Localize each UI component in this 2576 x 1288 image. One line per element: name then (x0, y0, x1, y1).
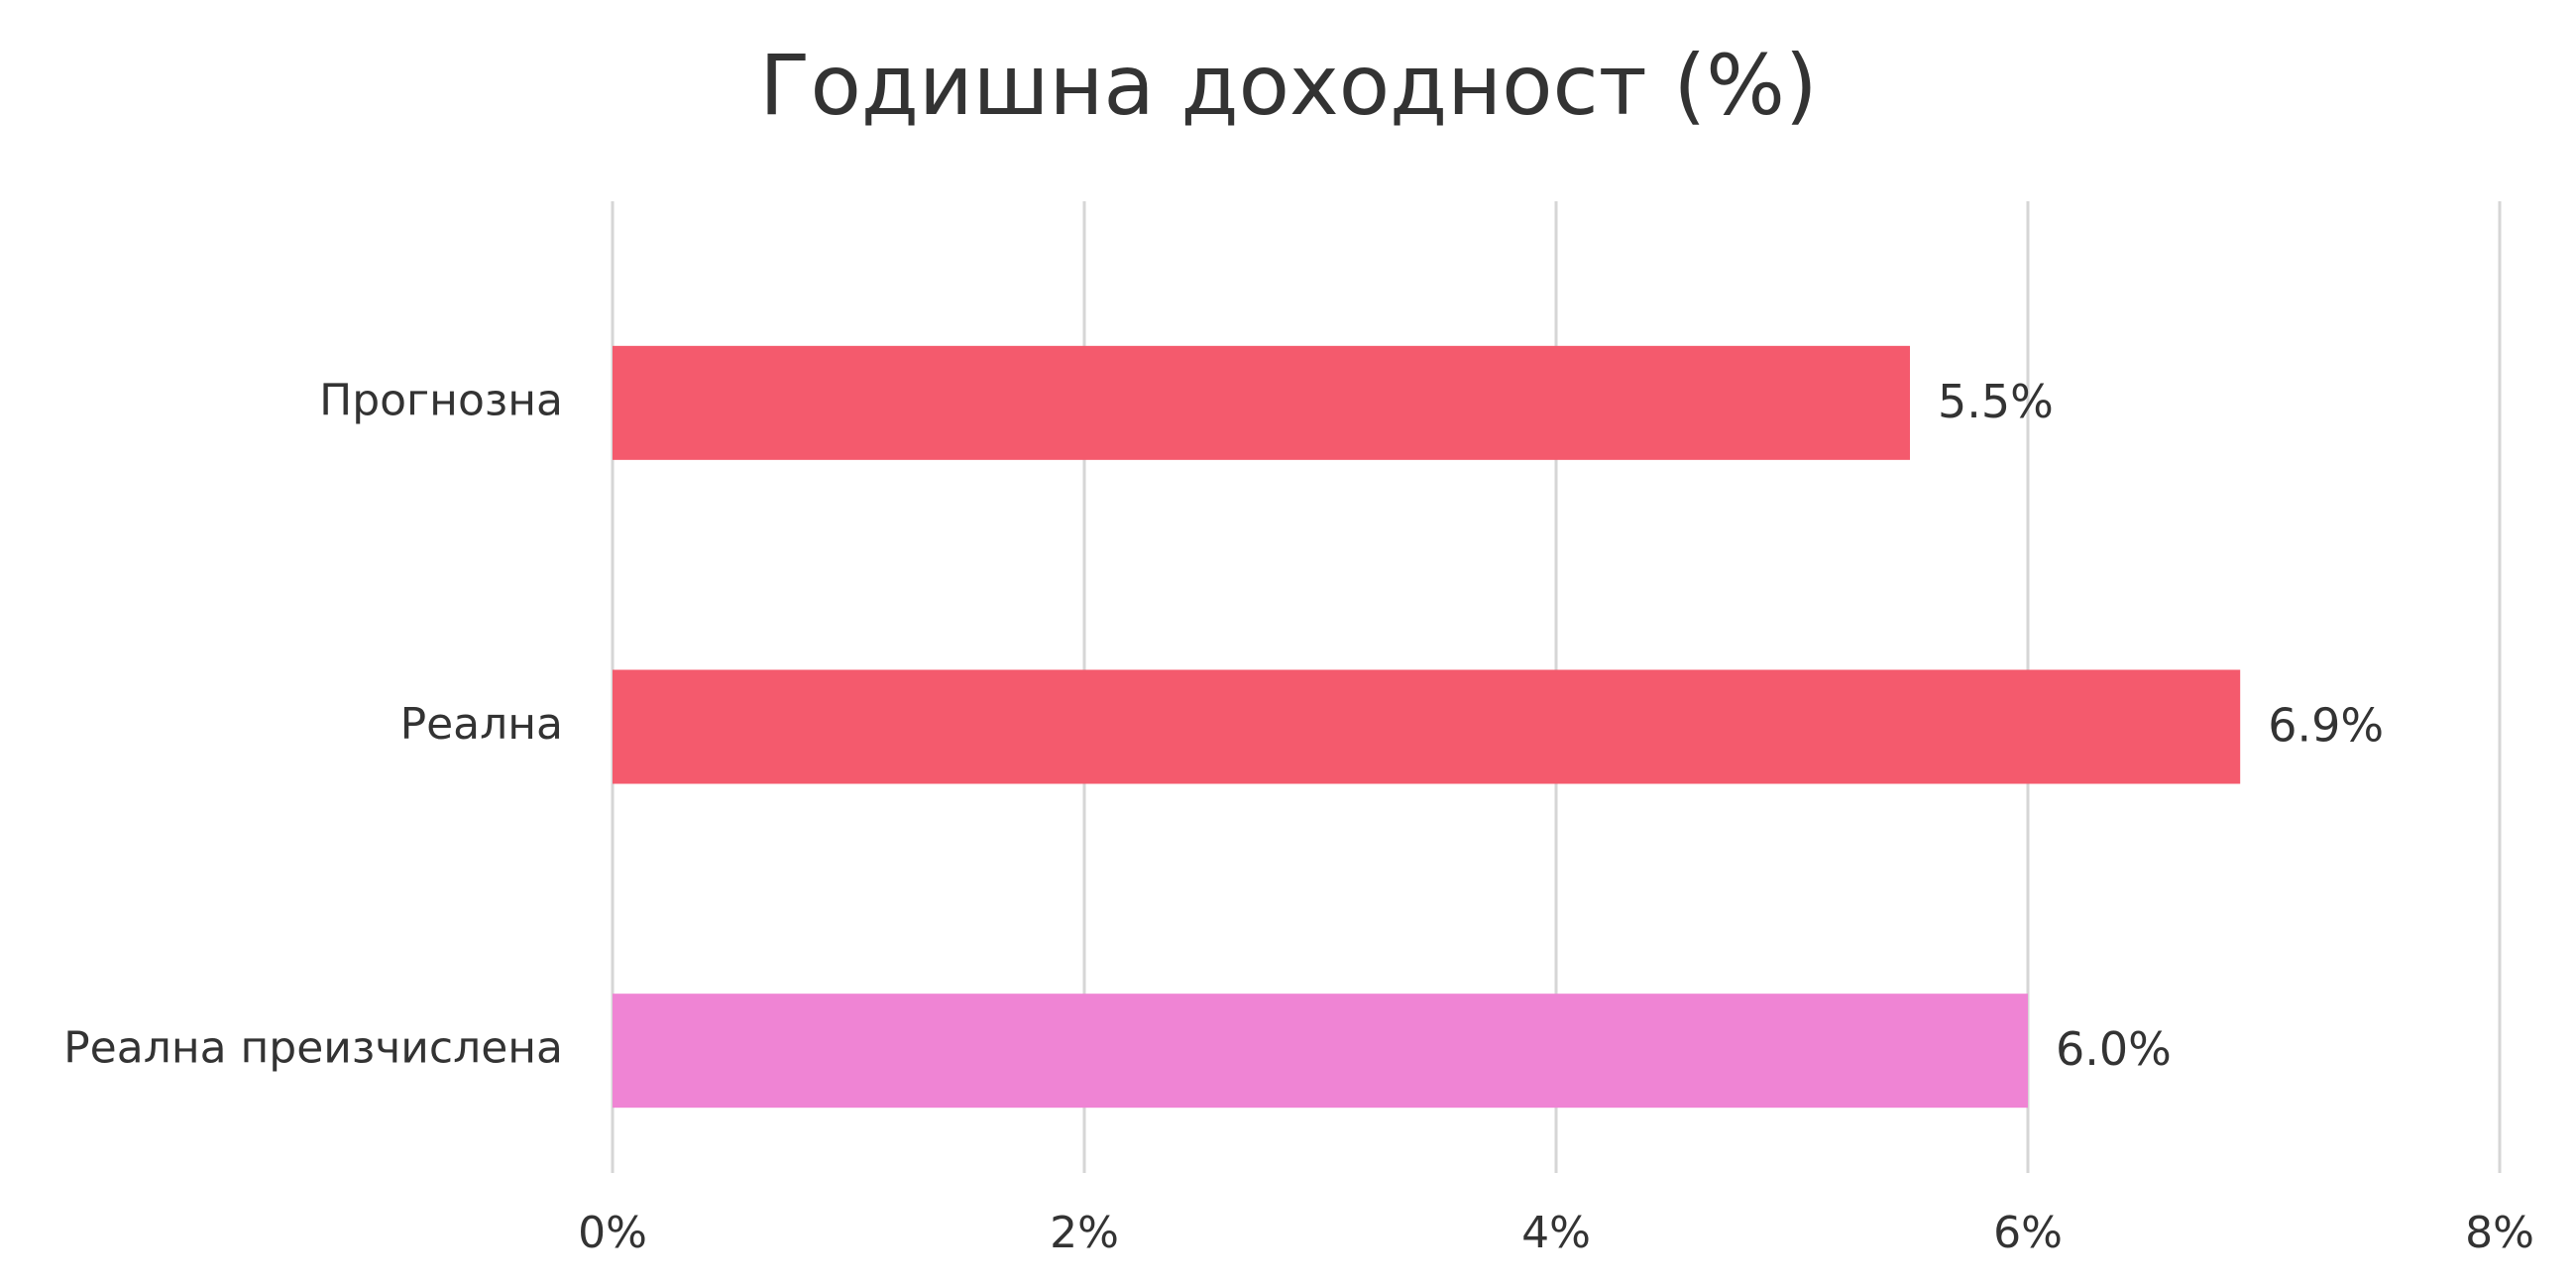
chart-title: Годишна доходност (%) (759, 37, 1817, 134)
x-tick-label: 6% (1993, 1208, 2063, 1258)
bar (613, 994, 2028, 1109)
y-tick-label: Реална (400, 699, 563, 750)
bar (613, 669, 2241, 784)
y-tick-label: Прогнозна (319, 375, 563, 425)
x-tick-label: 0% (578, 1208, 647, 1258)
value-label: 6.9% (2268, 699, 2384, 753)
x-tick-label: 8% (2465, 1208, 2534, 1258)
y-tick-label: Реална преизчислена (63, 1023, 563, 1074)
x-tick-label: 4% (1521, 1208, 1591, 1258)
x-tick-label: 2% (1050, 1208, 1119, 1258)
bar (613, 345, 1910, 460)
value-label: 6.0% (2056, 1022, 2172, 1076)
value-label: 5.5% (1938, 375, 2054, 428)
